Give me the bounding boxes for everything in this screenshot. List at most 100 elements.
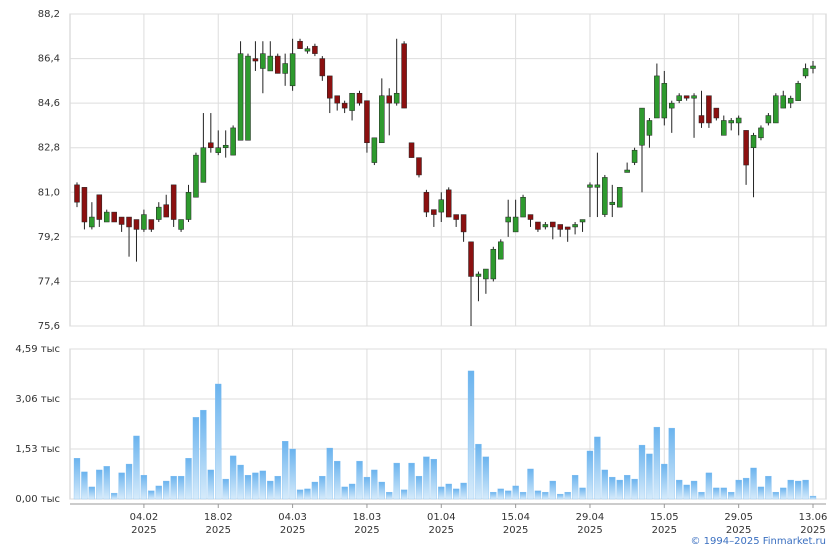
- y-tick-label: 79,2: [38, 232, 60, 243]
- volume-bar: [267, 480, 274, 500]
- candle-body: [208, 142, 214, 148]
- y-tick-label: 77,4: [38, 276, 60, 287]
- candle-body: [215, 147, 222, 153]
- candle-body: [743, 130, 749, 166]
- volume-bar: [631, 478, 638, 500]
- candle-body: [74, 184, 80, 203]
- volume-bar: [735, 479, 742, 500]
- volume-bar: [653, 426, 661, 500]
- volume-bar: [453, 488, 460, 500]
- x-tick-label: 04.02: [130, 512, 159, 523]
- volume-bar: [742, 477, 750, 500]
- volume-bar: [229, 455, 237, 500]
- volume-bar: [809, 495, 817, 500]
- volume-bar: [705, 472, 713, 500]
- volume-bar: [780, 487, 787, 500]
- candle-body: [683, 95, 690, 99]
- candle-body: [252, 58, 259, 62]
- volume-bar: [638, 444, 646, 500]
- volume-bar: [341, 486, 348, 500]
- volume-bar: [549, 480, 556, 500]
- candle-body: [245, 55, 251, 141]
- candle-body: [698, 115, 705, 124]
- volume-bar: [96, 469, 103, 500]
- candle-body: [423, 192, 430, 213]
- candle-body: [304, 48, 311, 52]
- candle-body: [661, 83, 668, 119]
- volume-bar: [125, 463, 133, 500]
- candle-body: [512, 216, 519, 233]
- volume-bar: [296, 489, 304, 500]
- candle-body: [222, 144, 229, 148]
- candle-body: [379, 95, 385, 144]
- volume-bar: [668, 427, 675, 500]
- volume-bar: [571, 474, 579, 500]
- volume-bar: [482, 456, 490, 500]
- volume-bar: [386, 491, 393, 500]
- volume-bar: [133, 435, 140, 500]
- volume-bar: [140, 474, 148, 500]
- x-tick-label: 13.06: [799, 512, 828, 523]
- volume-bar: [400, 489, 408, 500]
- volume-bar: [557, 493, 564, 500]
- source: © 1994–2025 Finmarket.ru: [690, 536, 826, 547]
- volume-bar: [623, 474, 631, 500]
- volume-bar: [438, 486, 445, 500]
- candle-body: [319, 58, 326, 77]
- candle-body: [170, 184, 177, 220]
- volume-bar: [289, 448, 296, 500]
- volume-bar: [690, 480, 698, 500]
- x-tick-label: 2025: [577, 525, 602, 536]
- candle-body: [602, 177, 608, 215]
- volume-bar: [661, 463, 668, 500]
- candle-body: [557, 224, 563, 230]
- candle-body: [542, 224, 549, 228]
- volume-bar: [200, 409, 207, 500]
- x-tick-label: 2025: [354, 525, 379, 536]
- volume-bar: [111, 492, 118, 500]
- candle-body: [230, 127, 236, 156]
- x-tick-label: 18.02: [204, 512, 233, 523]
- volume-bar: [185, 458, 192, 500]
- y-tick-label: 88,2: [38, 9, 60, 20]
- y-tick-label: 84,6: [38, 98, 60, 109]
- volume-bar: [81, 471, 88, 500]
- candle-body: [289, 53, 296, 87]
- volume-bar: [215, 383, 222, 500]
- candle-body: [371, 137, 378, 163]
- candle-body: [185, 192, 192, 220]
- candle-body: [312, 45, 318, 54]
- candle-body: [297, 40, 303, 49]
- candle-body: [81, 187, 88, 223]
- candle-body: [505, 216, 511, 223]
- candle-body: [468, 241, 474, 277]
- volume-bar: [802, 479, 809, 500]
- volume-bar: [505, 490, 512, 500]
- candle-body: [483, 268, 489, 280]
- candle-body: [773, 95, 779, 124]
- candle-body: [498, 241, 504, 260]
- x-tick-label: 2025: [131, 525, 156, 536]
- candle-body: [193, 154, 199, 198]
- volume-bar: [534, 490, 542, 500]
- volume-bar: [527, 468, 534, 500]
- candle-body: [334, 95, 340, 104]
- volume-bar: [616, 479, 623, 500]
- candle-body: [431, 209, 437, 215]
- volume-bar: [348, 483, 356, 500]
- candle-body: [401, 43, 407, 109]
- candle-body: [728, 120, 734, 124]
- volume-bar: [579, 487, 586, 500]
- y-tick-label: 0,00 тыс: [15, 494, 60, 505]
- volume-bar: [118, 472, 125, 500]
- volume-bar: [445, 483, 452, 500]
- candle-body: [520, 196, 526, 218]
- volume-bar: [155, 485, 162, 500]
- volume-bar: [512, 485, 519, 500]
- candle-body: [706, 95, 712, 124]
- y-tick-label: 86,4: [38, 54, 60, 65]
- volume-bar: [594, 436, 601, 500]
- volume-bar: [683, 484, 690, 500]
- candle-body: [163, 204, 169, 218]
- y-tick-label: 81,0: [38, 187, 60, 198]
